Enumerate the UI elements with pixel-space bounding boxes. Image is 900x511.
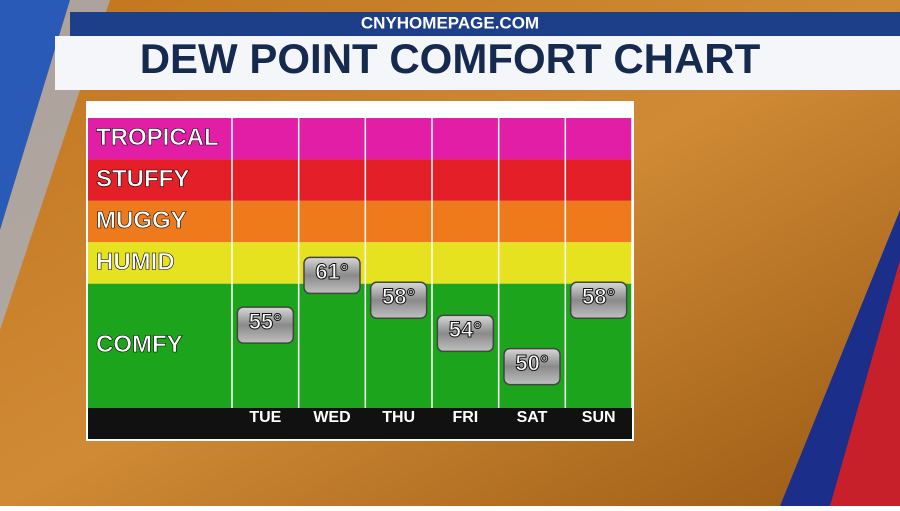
x-tick-label: THU	[382, 409, 415, 426]
chart-title: DEW POINT COMFORT CHART	[140, 35, 761, 82]
value-badge	[503, 347, 561, 386]
value-badge	[569, 281, 628, 320]
value-badge	[303, 256, 361, 295]
x-tick-label: TUE	[249, 409, 281, 426]
x-tick-label: SAT	[517, 409, 548, 426]
band	[88, 159, 632, 201]
band-label: COMFY	[96, 331, 183, 358]
value-label: 58°	[582, 284, 615, 309]
value-badge	[236, 306, 295, 344]
band-label: HUMID	[96, 248, 175, 275]
band-label: MUGGY	[96, 207, 187, 234]
band	[88, 283, 632, 408]
value-label: 50°	[515, 350, 548, 375]
x-tick-label: FRI	[452, 409, 478, 426]
x-tick-label: WED	[313, 409, 350, 426]
value-label: 61°	[315, 259, 348, 284]
value-label: 55°	[249, 309, 282, 334]
band	[88, 200, 632, 243]
band-label: TROPICAL	[96, 124, 219, 151]
value-badge	[369, 281, 428, 320]
value-label: 54°	[449, 317, 482, 342]
band-label: STUFFY	[96, 165, 189, 192]
title-bar	[55, 36, 900, 90]
band	[88, 118, 632, 160]
value-label: 58°	[382, 284, 415, 309]
value-badge	[436, 314, 495, 353]
site-bar	[70, 12, 900, 36]
day-strip	[88, 408, 632, 439]
x-tick-label: SUN	[582, 409, 616, 426]
site: CNYHOMEPAGE.COM	[361, 13, 539, 32]
stripe	[830, 260, 900, 506]
